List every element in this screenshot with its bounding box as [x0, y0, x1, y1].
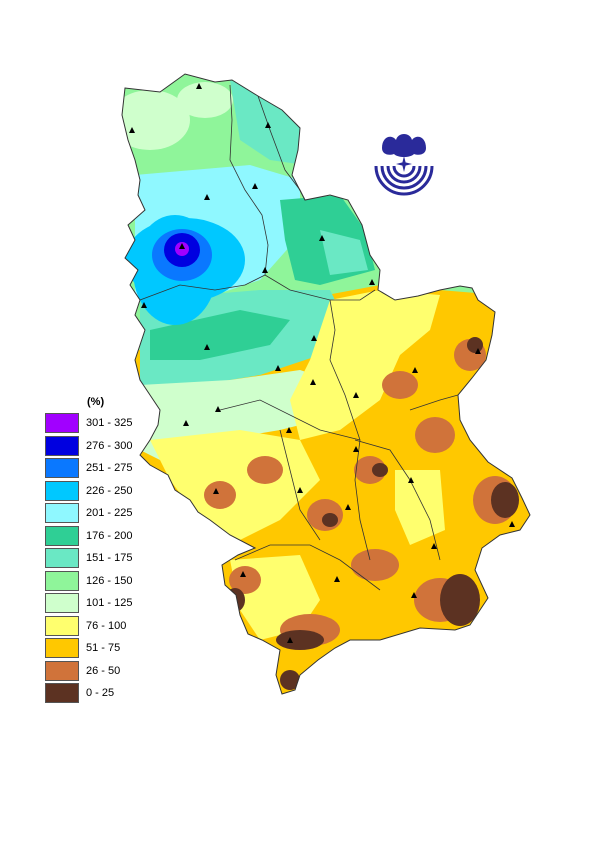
triangle-icon [204, 194, 210, 200]
triangle-icon [204, 344, 210, 350]
legend-swatch [45, 480, 79, 501]
triangle-icon [509, 521, 515, 527]
legend-label: 276 - 300 [86, 439, 133, 452]
legend-unit: (%) [87, 396, 105, 408]
legend-item: 226 - 250 [45, 480, 185, 502]
legend-swatch [45, 683, 79, 703]
triangle-icon [310, 379, 316, 385]
triangle-icon [262, 267, 268, 273]
triangle-icon [475, 348, 481, 354]
triangle-icon [179, 243, 185, 249]
legend-label: 51 - 75 [86, 642, 121, 654]
legend-item: 251 - 275 [45, 458, 185, 479]
legend-swatch [45, 503, 79, 523]
legend-item: 26 - 50 [45, 660, 185, 682]
legend-swatch [45, 413, 79, 433]
legend-swatch [45, 638, 79, 658]
legend-swatch [45, 660, 79, 681]
legend-label: 176 - 200 [86, 529, 133, 542]
legend-item: 126 - 150 [45, 570, 185, 592]
triangle-icon [297, 487, 303, 493]
triangle-icon [319, 235, 325, 241]
legend-item: 151 - 175 [45, 548, 185, 569]
triangle-icon [215, 406, 221, 412]
triangle-icon [334, 576, 340, 582]
legend-item: 276 - 300 [45, 435, 185, 457]
legend-swatch [45, 570, 79, 591]
legend-label: 226 - 250 [86, 484, 133, 497]
weather-stations [129, 83, 515, 643]
legend-item: 201 - 225 [45, 503, 185, 524]
triangle-icon [412, 367, 418, 373]
institute-emblem-icon [374, 134, 434, 196]
legend-swatch [45, 548, 79, 568]
legend-swatch [45, 593, 79, 613]
triangle-icon [265, 122, 271, 128]
triangle-icon [411, 592, 417, 598]
legend-label: 301 - 325 [86, 417, 133, 429]
triangle-icon [240, 571, 246, 577]
triangle-icon [408, 477, 414, 483]
legend-item: 101 - 125 [45, 593, 185, 614]
legend-swatch [45, 615, 79, 636]
legend-label: 0 - 25 [86, 687, 115, 699]
triangle-icon [345, 504, 351, 510]
legend-item: 301 - 325 [45, 413, 185, 434]
triangle-icon [183, 420, 189, 426]
legend-label: 151 - 175 [86, 552, 133, 564]
legend-swatch [45, 458, 79, 478]
triangle-icon [252, 183, 258, 189]
legend-item: 51 - 75 [45, 638, 185, 659]
legend-label: 76 - 100 [86, 619, 127, 632]
triangle-icon [311, 335, 317, 341]
legend-label: 201 - 225 [86, 507, 133, 519]
legend-swatch [45, 435, 79, 456]
legend-label: 101 - 125 [86, 597, 133, 609]
legend-swatch [45, 525, 79, 546]
legend-label: 126 - 150 [86, 574, 133, 587]
legend-item: 0 - 25 [45, 683, 185, 704]
triangle-icon [275, 365, 281, 371]
triangle-icon [353, 392, 359, 398]
triangle-icon [369, 279, 375, 285]
legend-label: 251 - 275 [86, 462, 133, 474]
legend-label: 26 - 50 [86, 664, 121, 677]
legend-item: 76 - 100 [45, 615, 185, 637]
triangle-icon [287, 637, 293, 643]
triangle-icon [431, 543, 437, 549]
triangle-icon [286, 427, 292, 433]
triangle-icon [213, 488, 219, 494]
legend-item: 176 - 200 [45, 525, 185, 547]
triangle-icon [353, 446, 359, 452]
triangle-icon [129, 127, 135, 133]
triangle-icon [196, 83, 202, 89]
triangle-icon [141, 302, 147, 308]
